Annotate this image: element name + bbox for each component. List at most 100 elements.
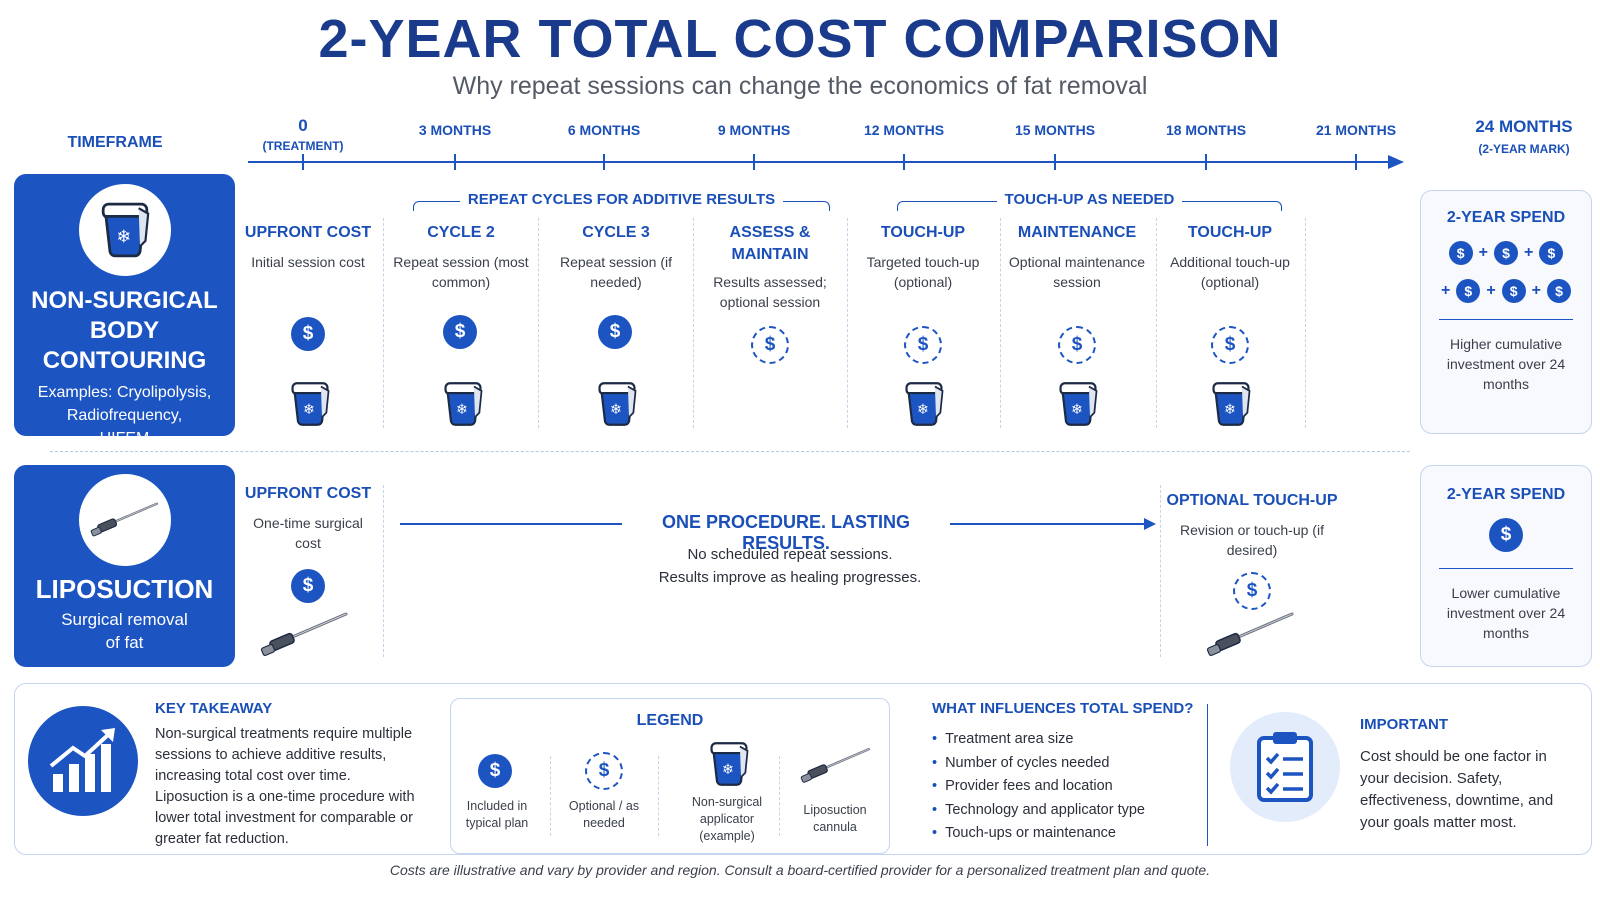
tick-9-months: 9 MONTHS: [717, 122, 791, 138]
optional-dollar-icon: $: [904, 326, 942, 364]
col-touchup2-desc: Additional touch-up (optional): [1170, 254, 1290, 290]
page-title: 2-YEAR TOTAL COST COMPARISON: [318, 9, 1282, 69]
list-item: Touch-ups or maintenance: [932, 822, 1145, 846]
cannula-icon: [1206, 610, 1296, 660]
dollar-coin-icon: $: [1489, 518, 1523, 552]
optional-dollar-icon: $: [585, 752, 623, 790]
nonsurgical-title-1: NON-SURGICAL: [31, 287, 218, 314]
list-item: Provider fees and location: [932, 775, 1145, 799]
lipo-upfront-head: UPFRONT COST: [244, 485, 372, 502]
column-divider: [1000, 218, 1001, 428]
footer-note: Costs are illustrative and vary by provi…: [389, 862, 1211, 878]
dollar-coin-icon: $: [1539, 241, 1564, 265]
col-upfront-head: UPFRONT COST: [244, 224, 372, 241]
nonsurgical-title-2: BODY CONTOURING: [42, 317, 207, 374]
column-divider: [847, 218, 848, 428]
important-head: IMPORTANT: [1360, 716, 1449, 733]
applicator-icon: [1056, 380, 1100, 428]
list-item: Technology and applicator type: [932, 799, 1145, 823]
legend-divider: [550, 756, 551, 836]
list-item: Treatment area size: [932, 728, 1145, 752]
optional-dollar-icon: $: [751, 326, 789, 364]
lipo-touchup-head: OPTIONAL TOUCH-UP: [1166, 492, 1338, 509]
legend-divider: [779, 756, 780, 836]
important-text: Cost should be one factor in your decisi…: [1360, 748, 1554, 831]
liposuction-sub-1: Surgical removal: [61, 610, 188, 629]
col-cycle2-desc: Repeat session (most common): [393, 254, 529, 290]
liposuction-title: LIPOSUCTION: [35, 574, 214, 604]
dollar-coin-icon: $: [478, 754, 512, 788]
liposuction-sub-2: of fat: [105, 633, 144, 652]
cannula-icon: [260, 610, 350, 660]
col-maintenance-head: MAINTENANCE: [1017, 224, 1137, 241]
spend-text: Lower cumulative investment over 24 mont…: [1446, 585, 1566, 641]
col-cycle3-desc: Repeat session (if needed): [559, 254, 673, 290]
dollar-coin-icon: $: [1494, 241, 1518, 265]
timeframe-label: TIMEFRAME: [67, 134, 163, 151]
takeaway-head: KEY TAKEAWAY: [155, 700, 273, 717]
dollar-coin-icon: $: [1448, 241, 1473, 265]
influences-head: WHAT INFLUENCES TOTAL SPEND?: [932, 700, 1194, 717]
growth-chart-icon: [28, 706, 138, 816]
column-divider: [538, 218, 539, 428]
dollar-coin-icon: $: [291, 569, 325, 603]
bracket-repeat-label: REPEAT CYCLES FOR ADDITIVE RESULTS: [459, 191, 784, 208]
column-divider: [693, 218, 694, 428]
tick-12-months: 12 MONTHS: [863, 122, 945, 138]
col-assess-head: ASSESS & MAINTAIN: [729, 224, 811, 263]
spend-text: Higher cumulative investment over 24 mon…: [1446, 336, 1566, 392]
col-cycle2-head: CYCLE 2: [427, 224, 495, 241]
list-item: Number of cycles needed: [932, 752, 1145, 776]
col-cycle3-head: CYCLE 3: [582, 224, 650, 241]
divider: [1207, 704, 1208, 846]
col-upfront-desc: Initial session cost: [251, 254, 365, 270]
tick-21-months: 21 MONTHS: [1315, 122, 1397, 138]
tick-3-months: 3 MONTHS: [418, 122, 492, 138]
dollar-coin-icon: $: [443, 315, 477, 349]
optional-dollar-icon: $: [1211, 326, 1249, 364]
spend-head: 2-YEAR SPEND: [1446, 209, 1566, 226]
legend-applicator: Non-surgical applicator (example): [691, 795, 763, 843]
legend-optional: Optional / as needed: [568, 799, 640, 830]
tick-18-months: 18 MONTHS: [1165, 122, 1247, 138]
cannula-icon: [800, 742, 872, 790]
legend-cannula: Liposuction cannula: [803, 803, 867, 834]
page-subtitle: Why repeat sessions can change the econo…: [452, 72, 1148, 100]
tick-0: 0: [298, 116, 308, 135]
legend-box: LEGEND: [450, 698, 890, 854]
legend-head: LEGEND: [636, 712, 704, 729]
divider: [1439, 319, 1573, 320]
nonsurgical-spend-card: 2-YEAR SPEND $ + $ + $ + $ + $ + $ Highe…: [1420, 190, 1592, 434]
lipo-middle-line1: No scheduled repeat sessions.: [687, 546, 893, 563]
column-divider: [1305, 218, 1306, 428]
nonsurgical-row-card: NON-SURGICAL BODY CONTOURING Examples: C…: [14, 174, 235, 447]
column-divider: [1160, 485, 1161, 657]
column-divider: [383, 485, 384, 657]
optional-dollar-icon: $: [1058, 326, 1096, 364]
bracket-touchup-label: TOUCH-UP AS NEEDED: [996, 191, 1183, 208]
arrow-line: [400, 518, 1156, 530]
column-divider: [1156, 218, 1157, 428]
tick-24-months: 24 MONTHS: [1475, 117, 1573, 136]
dollar-coin-icon: $: [1547, 279, 1572, 303]
tick-0-sub: (TREATMENT): [262, 139, 344, 153]
applicator-icon: [1209, 380, 1253, 428]
lipo-middle-head: ONE PROCEDURE. LASTING RESULTS.: [661, 512, 911, 553]
optional-dollar-icon: $: [1233, 572, 1271, 610]
applicator-icon: [441, 380, 485, 428]
nonsurgical-examples-2: Radiofrequency,: [66, 407, 183, 424]
cannula-icon: [78, 474, 171, 566]
timeline-axis: [248, 154, 1404, 170]
row-divider: [50, 451, 1410, 452]
tick-24-months-sub: (2-YEAR MARK): [1478, 142, 1570, 156]
nonsurgical-examples-3: HIFEM: [99, 430, 150, 447]
lipo-middle-line2: Results improve as healing progresses.: [658, 569, 922, 586]
col-touchup2-head: TOUCH-UP: [1187, 224, 1273, 241]
dollar-coin-icon: $: [291, 317, 325, 351]
nonsurgical-examples-1: Examples: Cryolipolysis,: [37, 384, 212, 401]
applicator-icon: [595, 380, 639, 428]
col-touchup-head: TOUCH-UP: [880, 224, 966, 241]
applicator-icon: [288, 380, 332, 428]
lipo-touchup-desc: Revision or touch-up (if desired): [1180, 522, 1324, 558]
col-touchup-desc: Targeted touch-up (optional): [866, 254, 980, 290]
